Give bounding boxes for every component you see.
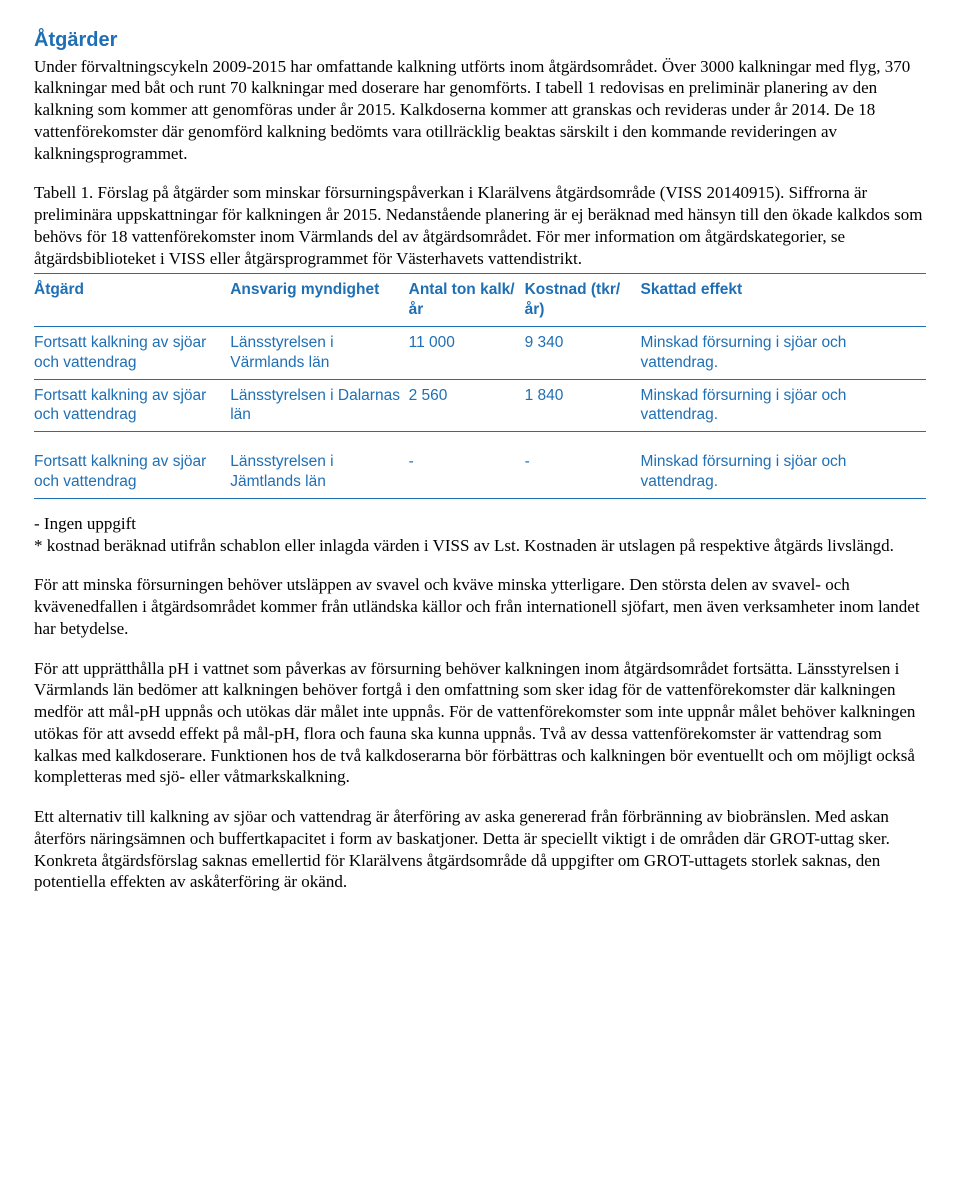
table-footnote: - Ingen uppgift * kostnad beräknad utifr… xyxy=(34,513,926,557)
col-header-effekt: Skattad effekt xyxy=(641,274,926,327)
table-cell-effekt: Minskad försurning i sjöar och vattendra… xyxy=(641,432,926,499)
body-paragraph-3: Ett alternativ till kalkning av sjöar oc… xyxy=(34,806,926,893)
table-cell-atgard: Fortsatt kalkning av sjöar och vattendra… xyxy=(34,327,230,380)
body-paragraph-2: För att upprätthålla pH i vattnet som på… xyxy=(34,658,926,789)
table-cell-kostnad: 1 840 xyxy=(525,379,641,432)
table-row: Fortsatt kalkning av sjöar och vattendra… xyxy=(34,432,926,499)
section-heading: Åtgärder xyxy=(34,28,926,54)
table-cell-myndighet: Länsstyrelsen i Dalarnas län xyxy=(230,379,408,432)
table-cell-atgard: Fortsatt kalkning av sjöar och vattendra… xyxy=(34,432,230,499)
table-row: Fortsatt kalkning av sjöar och vattendra… xyxy=(34,327,926,380)
table-cell-kalk: 2 560 xyxy=(409,379,525,432)
body-paragraph-1: För att minska försurningen behöver utsl… xyxy=(34,574,926,639)
table-cell-kostnad: - xyxy=(525,432,641,499)
measures-table: Åtgärd Ansvarig myndighet Antal ton kalk… xyxy=(34,273,926,499)
table-cell-atgard: Fortsatt kalkning av sjöar och vattendra… xyxy=(34,379,230,432)
col-header-kalk: Antal ton kalk/år xyxy=(409,274,525,327)
table-cell-effekt: Minskad försurning i sjöar och vattendra… xyxy=(641,327,926,380)
intro-paragraph: Under förvaltningscykeln 2009-2015 har o… xyxy=(34,56,926,165)
table-cell-kostnad: 9 340 xyxy=(525,327,641,380)
table-row: Fortsatt kalkning av sjöar och vattendra… xyxy=(34,379,926,432)
col-header-kostnad: Kostnad (tkr/år) xyxy=(525,274,641,327)
table-cell-myndighet: Länsstyrelsen i Värmlands län xyxy=(230,327,408,380)
table-cell-effekt: Minskad försurning i sjöar och vattendra… xyxy=(641,379,926,432)
table-cell-kalk: 11 000 xyxy=(409,327,525,380)
table-cell-kalk: - xyxy=(409,432,525,499)
table-caption: Tabell 1. Förslag på åtgärder som minska… xyxy=(34,182,926,269)
col-header-myndighet: Ansvarig myndighet xyxy=(230,274,408,327)
table-cell-myndighet: Länsstyrelsen i Jämtlands län xyxy=(230,432,408,499)
col-header-atgard: Åtgärd xyxy=(34,274,230,327)
table-header-row: Åtgärd Ansvarig myndighet Antal ton kalk… xyxy=(34,274,926,327)
